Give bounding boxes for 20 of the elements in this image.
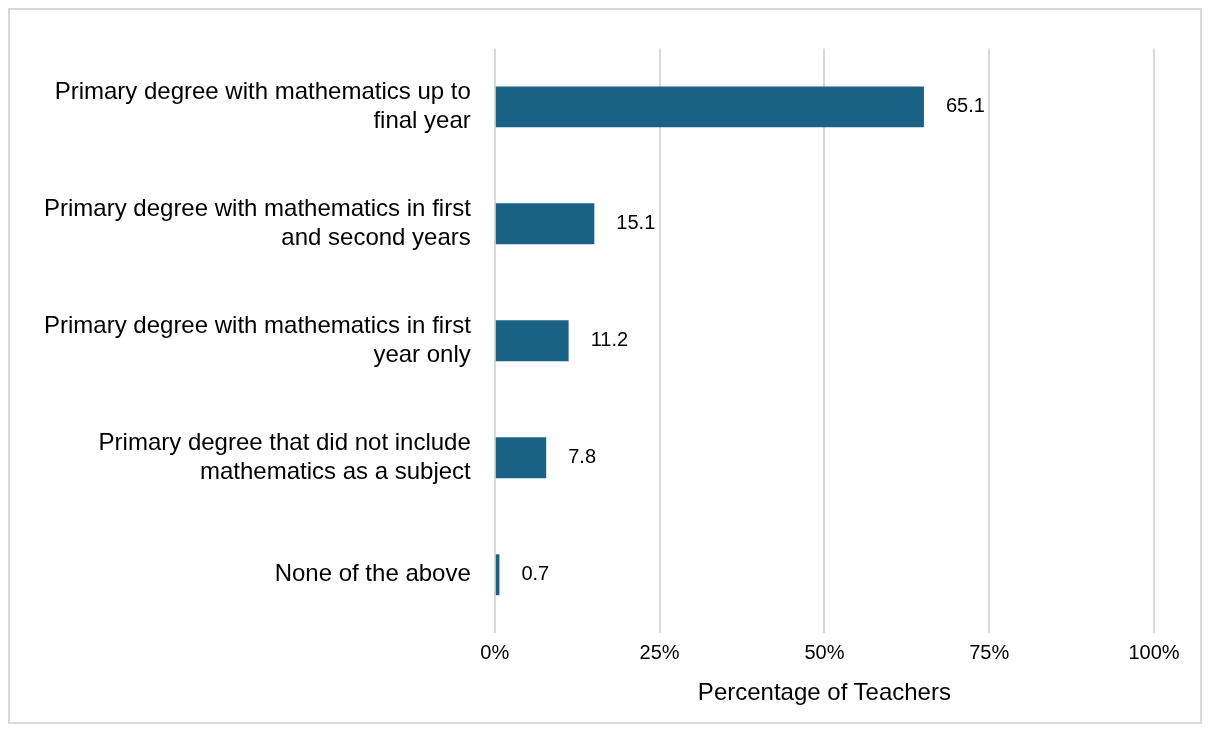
bar <box>495 203 595 245</box>
x-tick-label: 75% <box>969 640 1010 663</box>
x-tick-label: 100% <box>1128 640 1180 663</box>
data-label: 15.1 <box>616 211 656 234</box>
data-label: 0.7 <box>521 562 550 585</box>
x-tick-label: 50% <box>804 640 845 663</box>
data-label: 65.1 <box>945 94 985 117</box>
y-tick-label: None of the above <box>274 559 471 587</box>
bar <box>495 437 547 479</box>
x-tick-label: 0% <box>480 640 510 663</box>
x-axis-title: Percentage of Teachers <box>697 678 951 706</box>
bar <box>495 320 569 362</box>
y-tick-label: Primary degree with mathematics in first and second years <box>44 194 472 250</box>
y-tick-label: Primary degree with mathematics in first year only <box>44 311 472 367</box>
data-label: 7.8 <box>568 445 597 468</box>
y-tick-label: Primary degree that did not include mathematics as a subject <box>98 427 472 484</box>
bar <box>495 86 924 128</box>
y-tick-label: Primary degree with mathematics up to final year <box>54 77 471 133</box>
data-label: 11.2 <box>590 328 629 351</box>
x-tick-label: 25% <box>639 640 680 663</box>
